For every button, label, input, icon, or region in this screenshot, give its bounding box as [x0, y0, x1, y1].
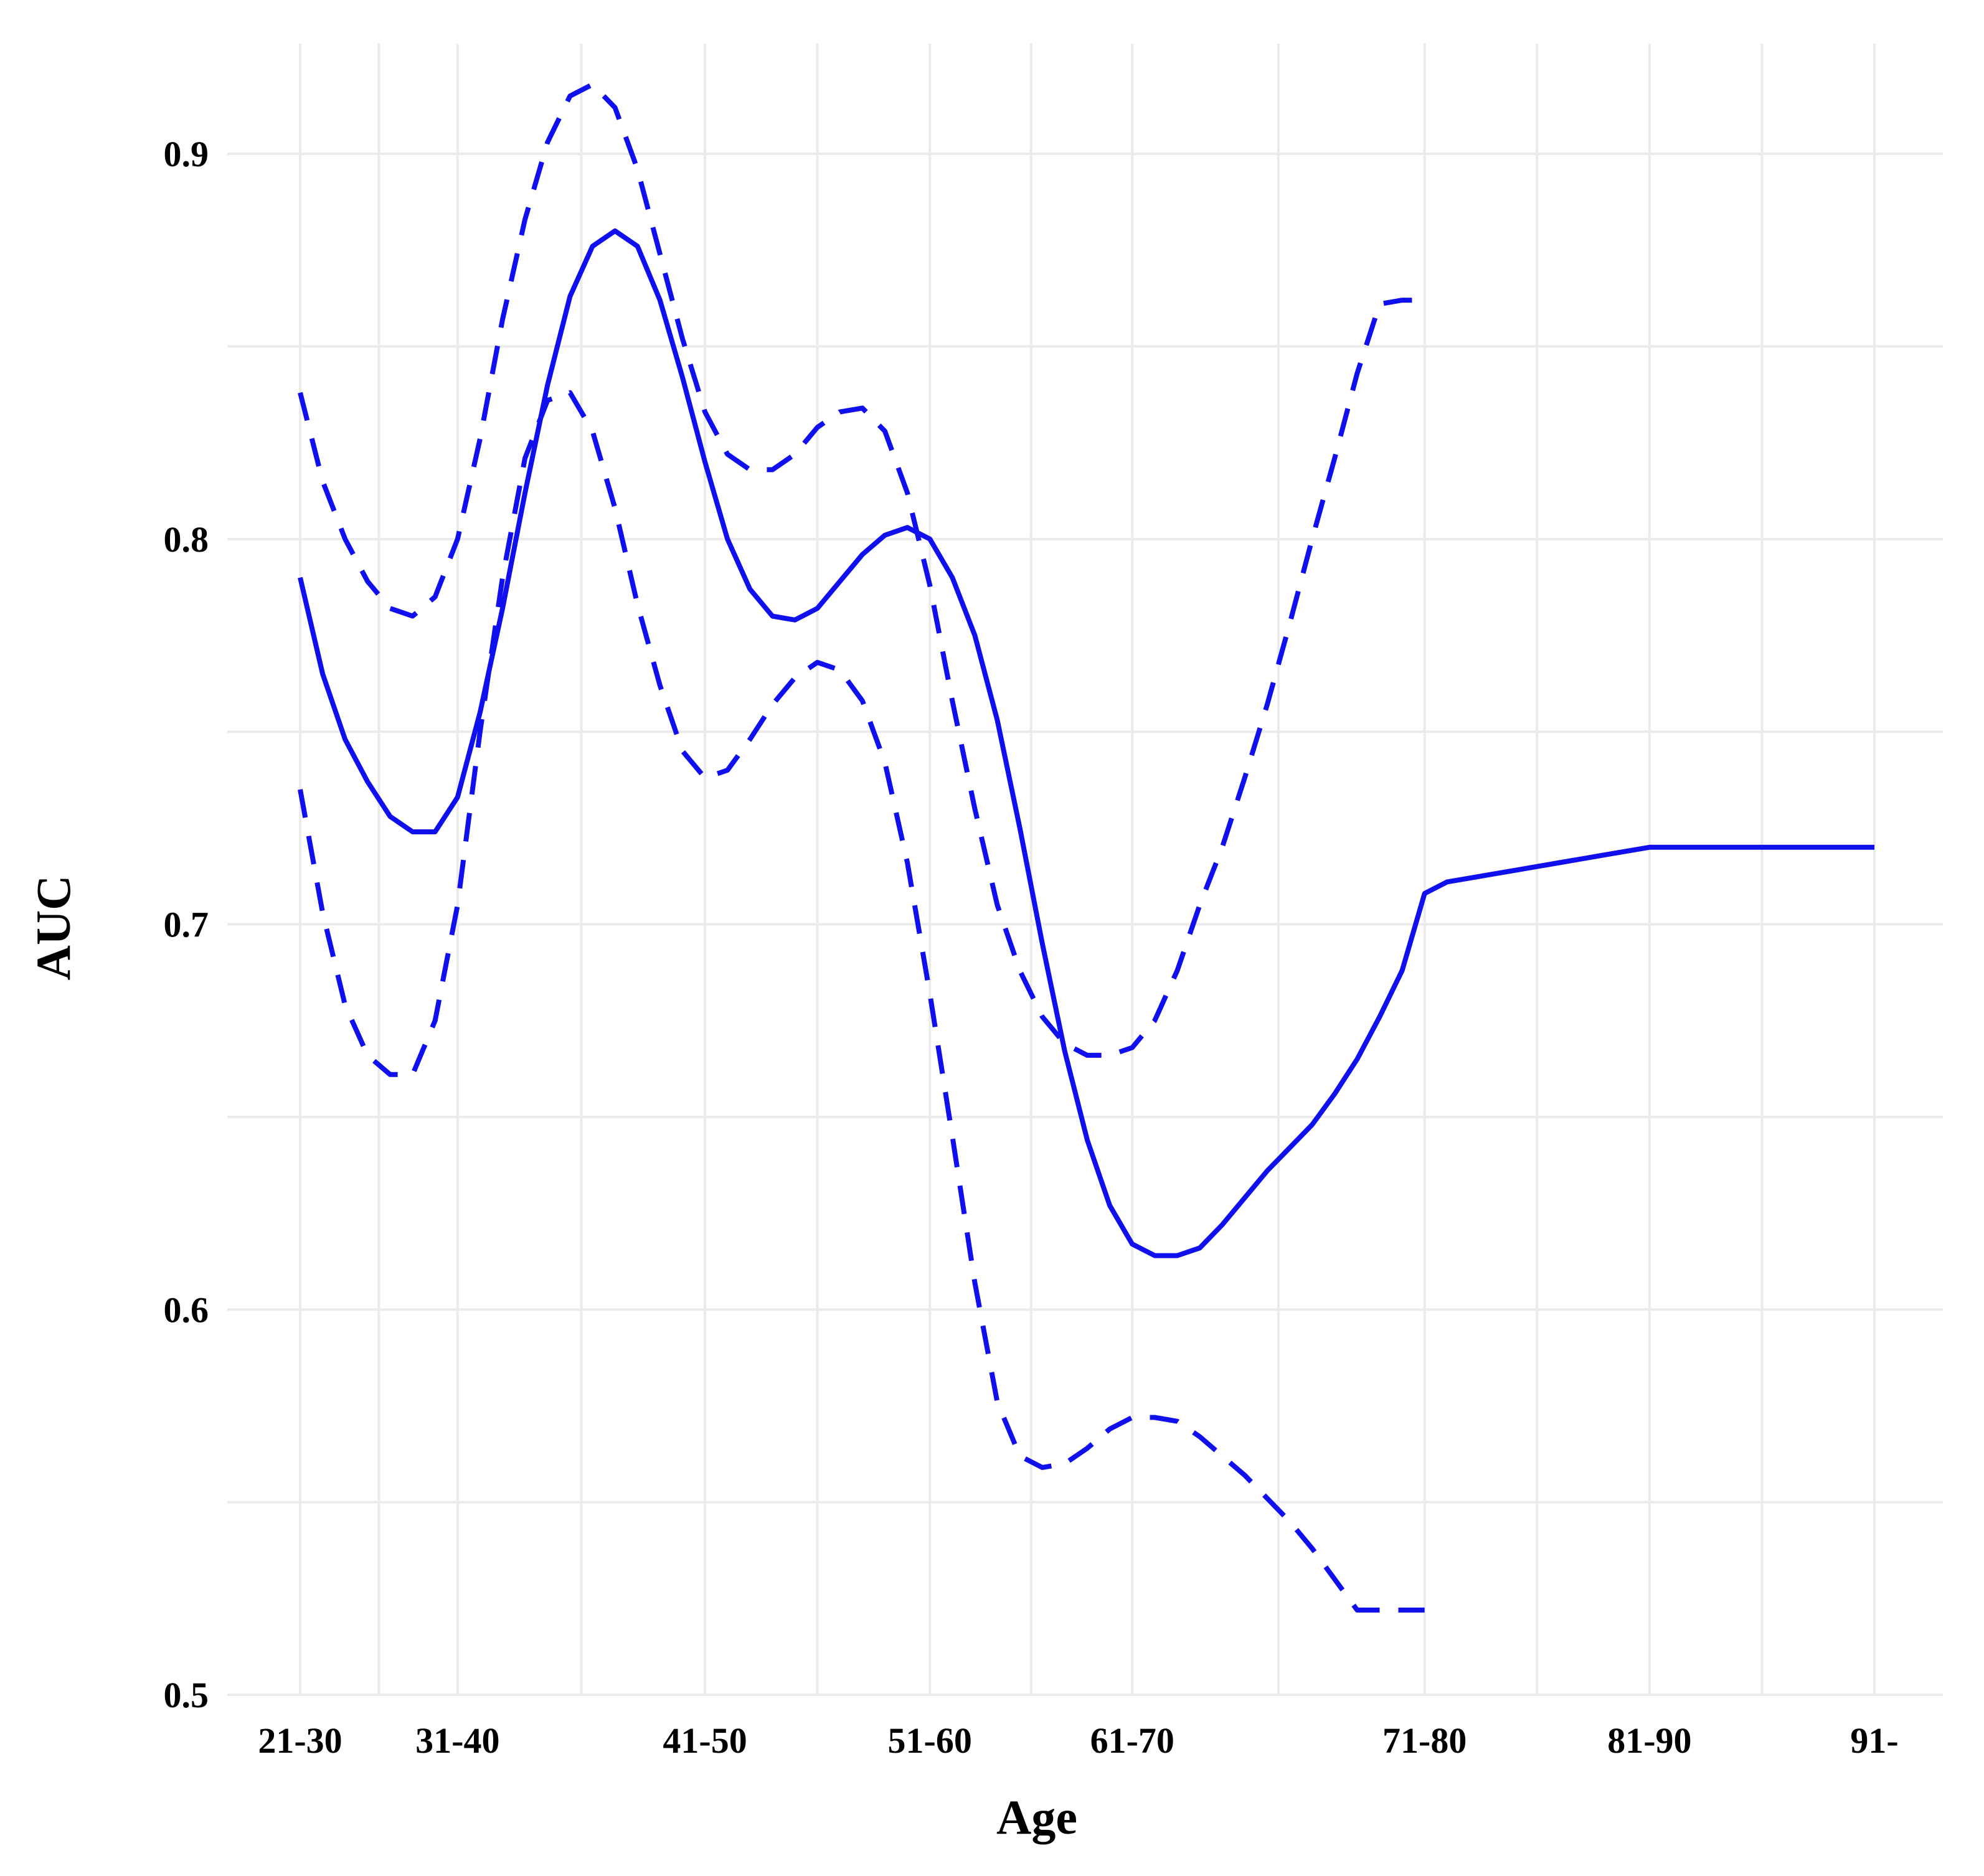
confidence-band-line — [298, 82, 1425, 1058]
gridlines — [227, 44, 1943, 1696]
y-tick-label: 0.8 — [164, 519, 209, 560]
x-axis-title: Age — [996, 1790, 1077, 1844]
series-lines — [298, 82, 1874, 1613]
x-tick-label: 31-40 — [415, 1720, 499, 1761]
y-tick-labels: 0.5 0.6 0.7 0.8 0.9 — [164, 134, 209, 1715]
confidence-band-line — [298, 390, 1425, 1613]
x-tick-label: 71-80 — [1382, 1720, 1467, 1761]
auc-line — [298, 228, 1874, 1258]
x-tick-label: 91- — [1850, 1720, 1898, 1761]
y-tick-label: 0.9 — [164, 134, 209, 174]
x-tick-label: 41-50 — [663, 1720, 747, 1761]
x-tick-label: 81-90 — [1607, 1720, 1691, 1761]
y-tick-label: 0.6 — [164, 1289, 209, 1330]
x-tick-label: 21-30 — [258, 1720, 342, 1761]
y-tick-label: 0.7 — [164, 905, 209, 945]
x-tick-labels: 21-30 31-40 41-50 51-60 61-70 71-80 81-90 91- — [258, 1720, 1898, 1761]
x-tick-label: 61-70 — [1090, 1720, 1174, 1761]
y-tick-label: 0.5 — [164, 1675, 209, 1715]
y-axis-title: AUC — [26, 875, 80, 981]
x-tick-label: 51-60 — [888, 1720, 972, 1761]
